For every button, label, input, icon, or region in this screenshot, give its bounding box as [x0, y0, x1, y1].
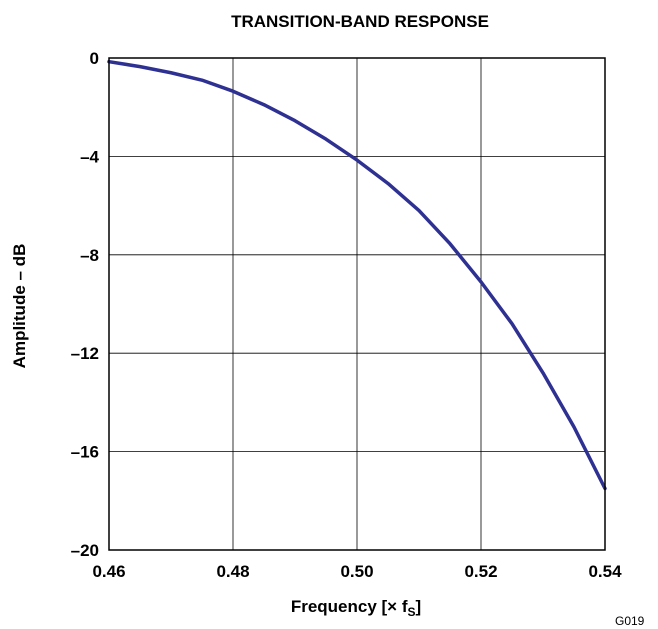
x-tick-label: 0.46: [92, 562, 125, 581]
figure-code: G019: [615, 614, 645, 628]
x-tick-label: 0.50: [340, 562, 373, 581]
y-tick-label: –4: [80, 147, 99, 166]
y-tick-labels: 0 –4 –8 –12 –16 –20: [71, 49, 100, 560]
y-tick-label: –12: [71, 344, 99, 363]
y-tick-label: –8: [80, 246, 99, 265]
x-tick-label: 0.48: [216, 562, 249, 581]
x-tick-label: 0.54: [588, 562, 622, 581]
chart-title: TRANSITION-BAND RESPONSE: [231, 12, 489, 31]
x-axis-label-main: Frequency [× f: [291, 597, 408, 616]
x-axis-label-tail: ]: [416, 597, 422, 616]
plot-frame: [108, 57, 606, 551]
y-tick-label: –20: [71, 541, 99, 560]
x-axis-label-sub: S: [407, 605, 415, 619]
grid-lines: [108, 57, 606, 551]
y-axis-label: Amplitude – dB: [10, 244, 29, 369]
y-tick-label: –16: [71, 443, 99, 462]
y-tick-label: 0: [90, 49, 99, 68]
series-layer: [107, 59, 607, 491]
x-tick-labels: 0.46 0.48 0.50 0.52 0.54: [92, 562, 622, 581]
response-curve: [107, 59, 607, 491]
x-tick-label: 0.52: [464, 562, 497, 581]
x-axis-label: Frequency [× fS]: [291, 597, 421, 619]
